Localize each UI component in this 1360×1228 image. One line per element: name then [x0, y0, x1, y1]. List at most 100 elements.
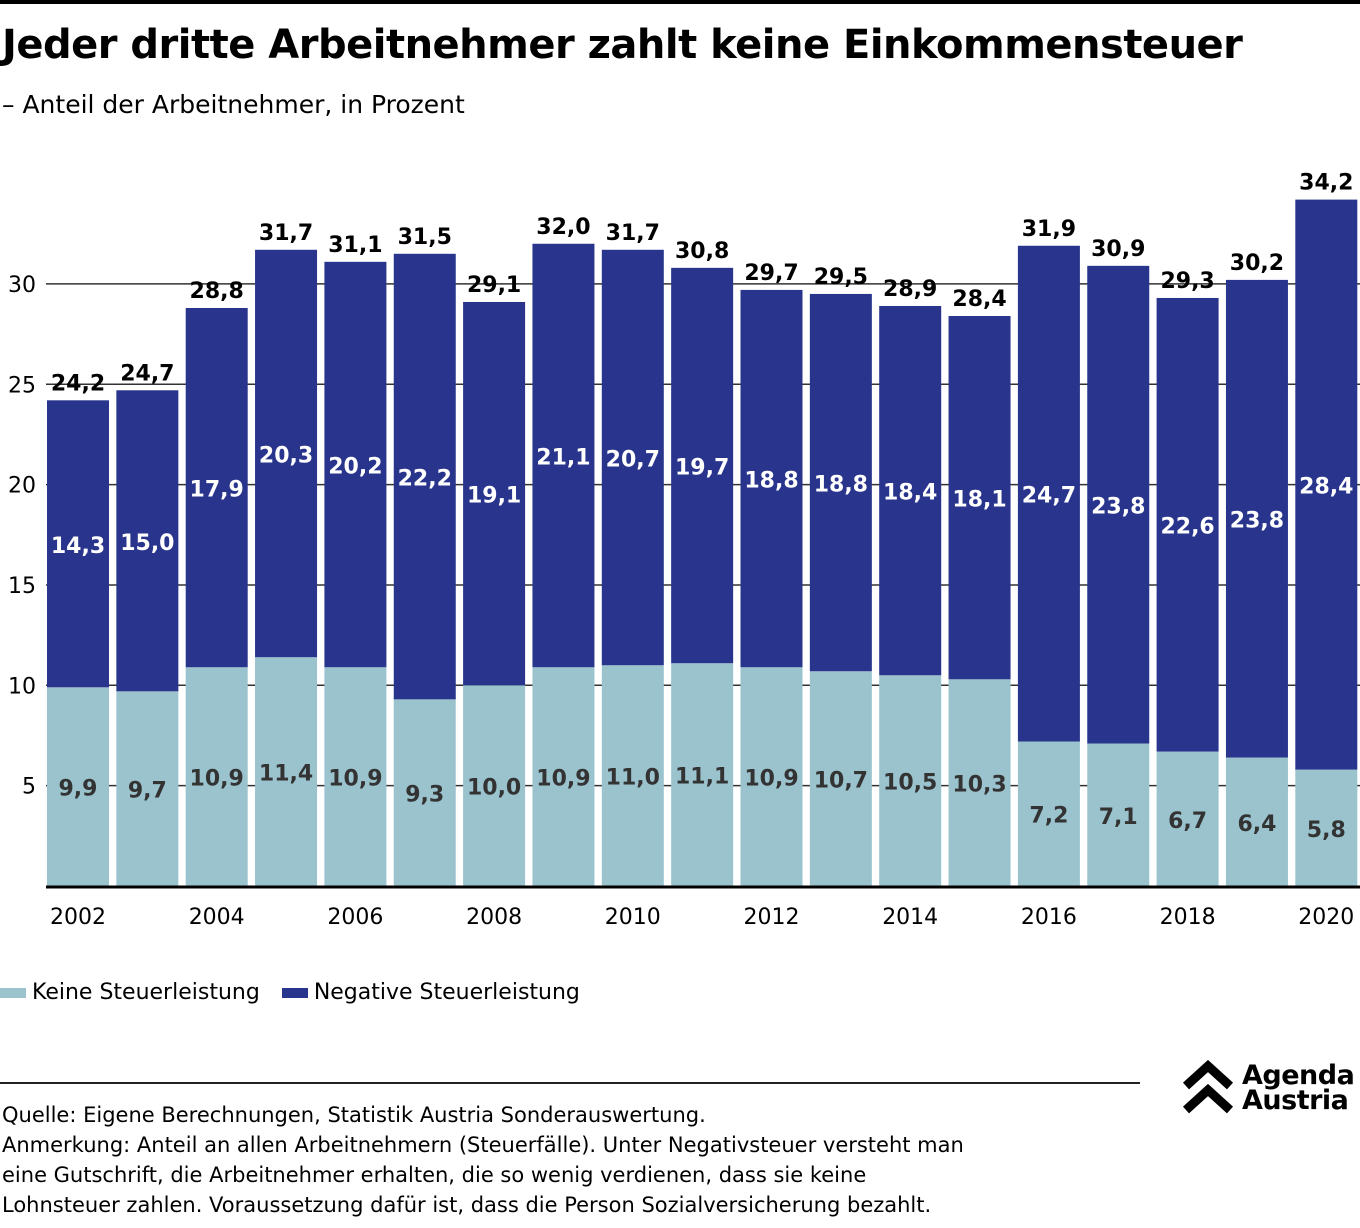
x-tick-label: 2008 [466, 905, 522, 930]
bar-negative-steuerleistung [948, 316, 1011, 680]
axes: 5 10 15 20 25 30 2002 2004 2006 2008 2010 2012 2014 2… [8, 273, 1360, 930]
x-tick-label: 2002 [50, 905, 106, 930]
bar-keine-steuerleistung [255, 657, 318, 886]
bar-keine-steuerleistung [948, 679, 1011, 886]
data-labels: 9,9 14,3 24,2 9,7 15,0 24,7 10,9 17,9 28,8 11,4 20… [51, 171, 1354, 843]
data-label-keine: 10,9 [744, 767, 798, 792]
data-label-total: 31,9 [1022, 217, 1076, 242]
bar-keine-steuerleistung [879, 675, 942, 886]
bar-negative-steuerleistung [463, 301, 526, 686]
y-tick-label: 25 [8, 373, 36, 398]
bar-keine-steuerleistung [116, 691, 179, 886]
bar-keine-steuerleistung [1156, 751, 1219, 886]
bar-negative-steuerleistung [1295, 199, 1358, 770]
y-tick-label: 30 [8, 273, 36, 298]
data-label-total: 29,1 [467, 273, 521, 298]
data-label-negative: 19,7 [675, 456, 729, 481]
data-label-total: 30,9 [1091, 237, 1145, 262]
x-tick-label: 2010 [605, 905, 661, 930]
data-label-total: 28,8 [190, 279, 244, 304]
data-label-total: 31,1 [328, 233, 382, 258]
data-label-keine: 11,1 [675, 765, 729, 790]
data-label-total: 30,8 [675, 239, 729, 264]
data-label-negative: 21,1 [536, 445, 590, 470]
data-label-negative: 18,8 [814, 473, 868, 498]
data-label-total: 31,7 [606, 221, 660, 246]
data-label-total: 29,3 [1160, 269, 1214, 294]
data-label-negative: 22,6 [1160, 515, 1214, 540]
x-tick-label: 2018 [1160, 905, 1216, 930]
data-label-keine: 10,9 [536, 767, 590, 792]
bar-keine-steuerleistung [601, 665, 664, 886]
data-label-keine: 11,4 [259, 762, 313, 787]
x-tick-label: 2020 [1298, 905, 1354, 930]
data-label-negative: 20,2 [328, 455, 382, 480]
legend-swatch-keine [0, 987, 26, 998]
data-label-negative: 20,7 [606, 448, 660, 473]
data-label-keine: 11,0 [606, 766, 660, 791]
data-label-negative: 15,0 [120, 531, 174, 556]
x-tick-label: 2014 [882, 905, 938, 930]
bar-keine-steuerleistung [1225, 757, 1288, 886]
data-label-keine: 5,8 [1307, 818, 1346, 843]
bar-negative-steuerleistung [671, 267, 734, 664]
data-label-negative: 17,9 [190, 478, 244, 503]
x-tick-label: 2004 [189, 905, 245, 930]
bar-keine-steuerleistung [324, 667, 387, 886]
bar-negative-steuerleistung [47, 400, 109, 688]
data-label-negative: 23,8 [1230, 509, 1284, 534]
bar-keine-steuerleistung [185, 667, 248, 886]
bar-keine-steuerleistung [740, 667, 803, 886]
source-text: Quelle: Eigene Berechnungen, Statistik A… [2, 1103, 706, 1127]
chart-title: Jeder dritte Arbeitnehmer zahlt keine Ei… [2, 22, 1243, 68]
data-label-negative: 20,3 [259, 443, 313, 468]
x-tick-label: 2016 [1021, 905, 1077, 930]
bar-negative-steuerleistung [740, 289, 803, 668]
note-line: Lohnsteuer zahlen. Voraussetzung dafür i… [2, 1193, 932, 1217]
footer-divider [0, 1082, 1140, 1084]
bar-negative-steuerleistung [393, 253, 456, 700]
data-label-total: 24,2 [51, 371, 105, 396]
data-label-negative: 18,1 [952, 488, 1006, 513]
y-tick-label: 5 [22, 775, 36, 800]
agenda-austria-logo: Agenda Austria [1182, 1060, 1355, 1116]
data-label-keine: 6,7 [1168, 809, 1207, 834]
bar-negative-steuerleistung [255, 249, 318, 658]
bar-negative-steuerleistung [1225, 279, 1288, 758]
y-tick-label: 20 [8, 474, 36, 499]
legend-label-negative: Negative Steuerleistung [313, 980, 580, 1005]
data-label-keine: 10,0 [467, 776, 521, 801]
data-label-negative: 18,8 [744, 469, 798, 494]
x-tick-label: 2006 [327, 905, 383, 930]
data-label-negative: 22,2 [398, 467, 452, 492]
bar-negative-steuerleistung [324, 261, 387, 668]
bar-keine-steuerleistung [393, 699, 456, 886]
bars [47, 199, 1358, 886]
logo-text: Agenda Austria [1242, 1062, 1355, 1116]
data-label-total: 24,7 [120, 361, 174, 386]
bar-negative-steuerleistung [879, 305, 942, 676]
bar-keine-steuerleistung [671, 663, 734, 886]
footer-notes: Quelle: Eigene Berechnungen, Statistik A… [2, 1100, 1142, 1220]
data-label-total: 32,0 [536, 215, 590, 240]
bar-negative-steuerleistung [185, 307, 248, 668]
data-label-total: 29,5 [814, 265, 868, 290]
logo-line-2: Austria [1242, 1085, 1349, 1116]
bar-keine-steuerleistung [47, 687, 109, 886]
data-label-negative: 23,8 [1091, 495, 1145, 520]
note-line: Anmerkung: Anteil an allen Arbeitnehmern… [2, 1133, 964, 1157]
bar-keine-steuerleistung [809, 671, 872, 886]
bar-keine-steuerleistung [1295, 769, 1358, 886]
note-line: eine Gutschrift, die Arbeitnehmer erhalt… [2, 1163, 867, 1187]
chart-subtitle: – Anteil der Arbeitnehmer, in Prozent [2, 90, 465, 119]
legend-label-keine: Keine Steuerleistung [32, 980, 260, 1005]
legend-item-negative: Negative Steuerleistung [281, 980, 580, 1005]
data-label-negative: 18,4 [883, 481, 937, 506]
data-label-total: 31,7 [259, 221, 313, 246]
bar-negative-steuerleistung [1017, 245, 1080, 742]
data-label-keine: 7,2 [1029, 804, 1068, 829]
data-label-total: 30,2 [1230, 251, 1284, 276]
data-label-negative: 19,1 [467, 484, 521, 509]
bar-negative-steuerleistung [116, 390, 179, 692]
data-label-total: 28,4 [952, 287, 1006, 312]
